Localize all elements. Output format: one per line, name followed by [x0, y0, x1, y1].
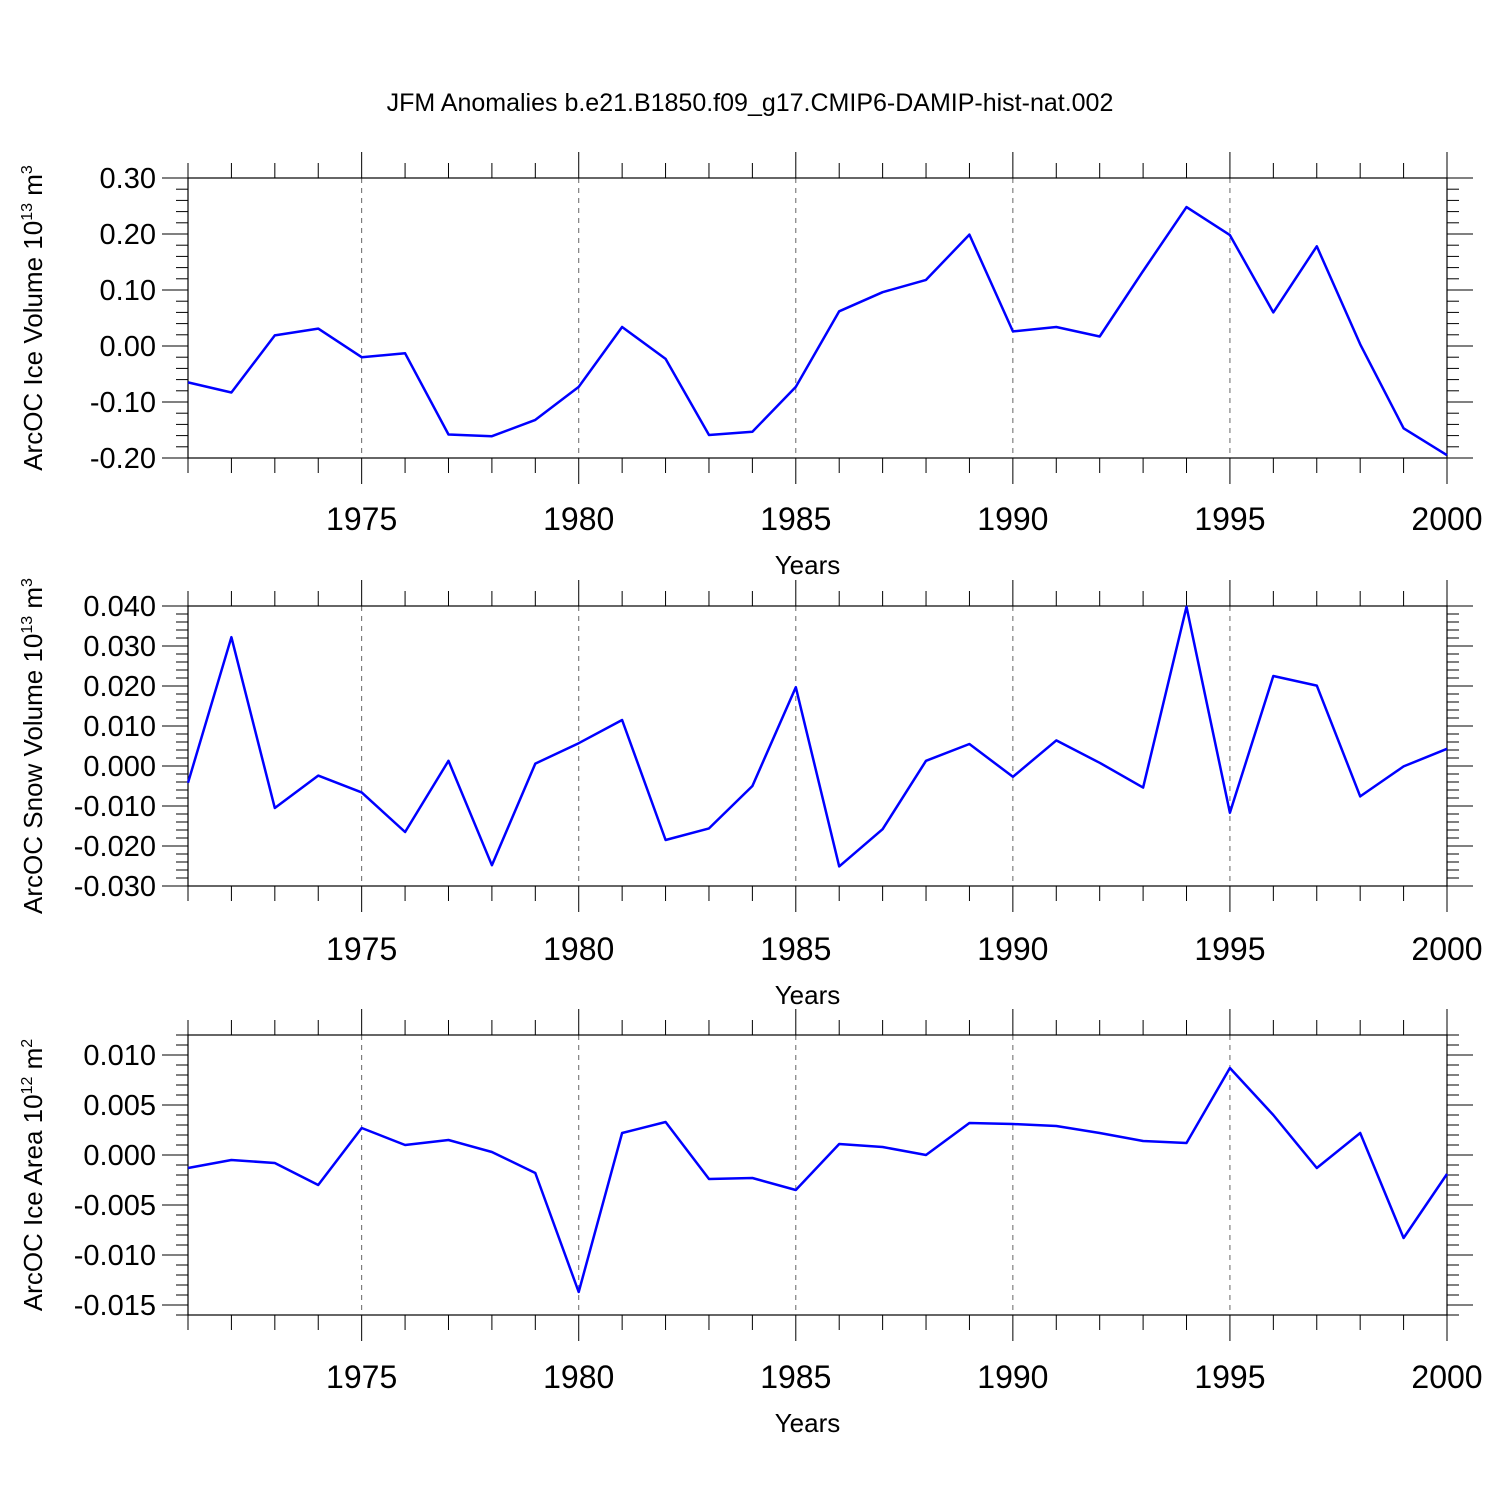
chart-panel-3: 0.010 0.005 0.000 -0.005 -0.010 -0.015 1975 198… — [18, 1009, 1483, 1438]
plot-frame — [187, 1034, 1448, 1316]
y-tick-label: 0.020 — [83, 671, 156, 703]
y-tick-label: -0.010 — [74, 791, 156, 823]
x-tick-label: 2000 — [1411, 501, 1482, 537]
y-tick-label: 0.000 — [83, 1140, 156, 1172]
x-tick-label: 1980 — [543, 501, 614, 537]
chart-panel-2: 0.040 0.030 0.020 0.010 0.000 -0.010 -0.020 -0.… — [18, 578, 1483, 1010]
x-tick-label: 1990 — [977, 501, 1048, 537]
x-tick-label: 1985 — [760, 1359, 831, 1395]
x-tick-label: 2000 — [1411, 1359, 1482, 1395]
y-tick-label: 0.005 — [83, 1090, 156, 1122]
y-tick-label: 0.20 — [100, 219, 156, 251]
x-tick-label: 1975 — [326, 501, 397, 537]
y-tick-label: -0.020 — [74, 831, 156, 863]
series-line — [187, 1066, 1449, 1294]
y-axis-label: ArcOC Ice Volume 1013 m3 — [18, 165, 48, 471]
x-tick-label: 1980 — [543, 1359, 614, 1395]
y-tick-label: 0.000 — [83, 751, 156, 783]
x-axis-label: Years — [775, 1408, 841, 1438]
plot-frame — [187, 177, 1448, 459]
x-tick-label: 1985 — [760, 501, 831, 537]
y-tick-label: -0.030 — [74, 871, 156, 903]
y-tick-label: -0.20 — [90, 443, 156, 475]
y-tick-label: 0.00 — [100, 331, 156, 363]
plot-frame — [187, 605, 1448, 887]
y-axis-label: ArcOC Snow Volume 1013 m3 — [18, 578, 48, 914]
y-axis-label: ArcOC Ice Area 1012 m2 — [18, 1039, 48, 1311]
x-tick-label: 1995 — [1194, 931, 1265, 967]
y-tick-label: -0.010 — [74, 1240, 156, 1272]
x-tick-label: 1975 — [326, 931, 397, 967]
x-tick-label: 1975 — [326, 1359, 397, 1395]
x-axis-label: Years — [775, 980, 841, 1010]
y-tick-label: 0.10 — [100, 275, 156, 307]
series-line — [186, 605, 1448, 868]
chart-title: JFM Anomalies b.e21.B1850.f09_g17.CMIP6-… — [387, 89, 1114, 117]
y-tick-label: -0.005 — [74, 1190, 156, 1222]
x-tick-label: 2000 — [1411, 931, 1482, 967]
chart-panel-1: 0.30 0.20 0.10 0.00 -0.10 -0.20 1975 1980 1985 19… — [18, 152, 1483, 580]
x-axis-label: Years — [775, 550, 841, 580]
y-tick-label: 0.040 — [83, 591, 156, 623]
y-tick-label: 0.010 — [83, 1040, 156, 1072]
y-tick-label: 0.030 — [83, 631, 156, 663]
x-tick-label: 1990 — [977, 931, 1048, 967]
series-line — [187, 205, 1448, 457]
x-tick-label: 1995 — [1194, 1359, 1265, 1395]
y-tick-label: -0.015 — [74, 1290, 156, 1322]
x-tick-label: 1985 — [760, 931, 831, 967]
x-tick-label: 1995 — [1194, 501, 1265, 537]
y-tick-label: -0.10 — [90, 387, 156, 419]
x-tick-label: 1990 — [977, 1359, 1048, 1395]
x-tick-label: 1980 — [543, 931, 614, 967]
y-tick-label: 0.30 — [100, 163, 156, 195]
y-tick-label: 0.010 — [83, 711, 156, 743]
